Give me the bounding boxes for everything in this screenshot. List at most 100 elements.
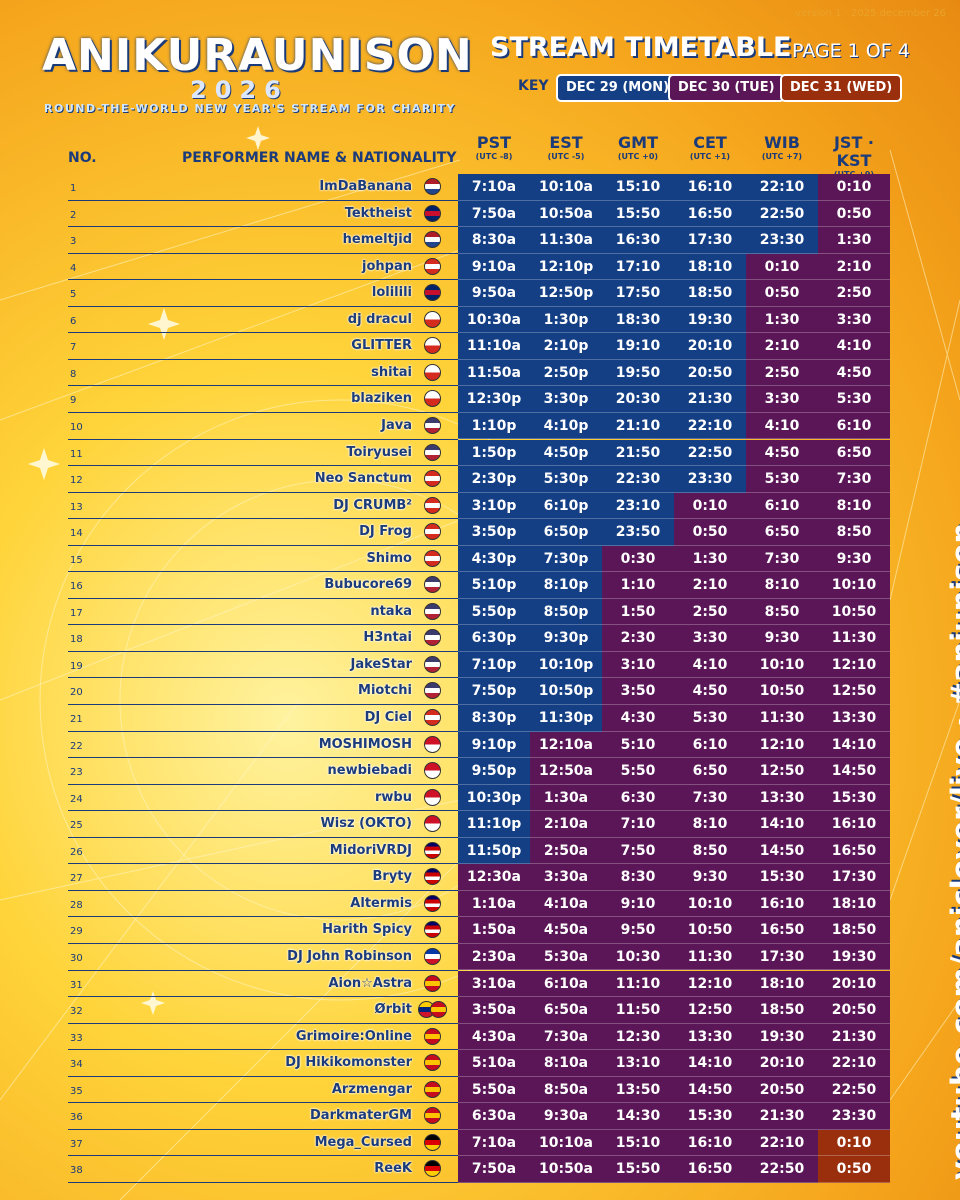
time-cell: 14:50 bbox=[746, 837, 818, 865]
performer-name: Harith Spicy bbox=[322, 922, 412, 938]
time-cell: 3:30a bbox=[530, 864, 602, 891]
performer-name: shitai bbox=[371, 364, 412, 380]
row-number: 32 bbox=[70, 1006, 83, 1018]
time-cell: 2:50 bbox=[674, 598, 746, 626]
time-cell: 3:30 bbox=[674, 625, 746, 652]
no-header: NO. bbox=[68, 150, 97, 166]
time-cell: 22:30 bbox=[602, 466, 674, 493]
time-cell: 7:10 bbox=[602, 811, 674, 838]
time-cell: 22:10 bbox=[818, 1050, 890, 1077]
time-cell: 10:50 bbox=[818, 598, 890, 626]
time-cell: 14:10 bbox=[674, 1050, 746, 1077]
column-header: CET (UTC +1) bbox=[674, 134, 746, 162]
row-number: 27 bbox=[70, 873, 83, 885]
time-cell: 16:10 bbox=[674, 1129, 746, 1157]
tagline: ROUND-THE-WORLD NEW YEAR'S STREAM FOR CH… bbox=[44, 102, 456, 115]
time-cell: 8:10p bbox=[530, 572, 602, 599]
row-rule bbox=[68, 1128, 458, 1130]
time-cell: 8:30p bbox=[458, 705, 530, 732]
row-rule bbox=[68, 704, 458, 705]
time-cell: 6:30a bbox=[458, 1103, 530, 1130]
row-number: 35 bbox=[70, 1085, 83, 1097]
flag-icon bbox=[424, 310, 441, 328]
time-cell: 20:10 bbox=[674, 333, 746, 360]
time-cell: 7:30 bbox=[746, 545, 818, 573]
row-rule bbox=[68, 597, 458, 599]
time-cell: 11:30a bbox=[530, 227, 602, 254]
row-number: 33 bbox=[70, 1032, 83, 1044]
time-cell: 7:10a bbox=[458, 174, 530, 201]
performer-name: DJ John Robinson bbox=[287, 948, 412, 964]
performer-name: Toiryusei bbox=[346, 444, 412, 460]
row-number: 11 bbox=[70, 448, 83, 460]
flag-icon bbox=[424, 974, 441, 992]
time-cell: 1:50 bbox=[602, 598, 674, 626]
performer-name: Bryty bbox=[372, 869, 412, 885]
performer-name: DJ CRUMB² bbox=[333, 497, 412, 513]
flag-icon bbox=[424, 257, 441, 275]
column-utc: (UTC +7) bbox=[761, 152, 803, 161]
row-rule bbox=[68, 438, 458, 440]
time-cell: 4:10p bbox=[530, 412, 602, 440]
time-cell: 8:50p bbox=[530, 598, 602, 626]
time-cell: 6:50 bbox=[674, 758, 746, 785]
performer-name: Shimo bbox=[366, 550, 412, 566]
time-cell: 7:50a bbox=[458, 1156, 530, 1183]
row-rule bbox=[68, 385, 458, 387]
time-cell: 0:30 bbox=[602, 545, 674, 573]
time-cell: 9:50 bbox=[602, 917, 674, 944]
column-utc: (UTC -8) bbox=[475, 152, 513, 161]
flag-icon bbox=[424, 284, 441, 302]
time-cell: 11:50p bbox=[458, 837, 530, 865]
row-number: 36 bbox=[70, 1112, 83, 1124]
column-name: EST bbox=[549, 133, 583, 152]
performer-name: GLITTER bbox=[351, 338, 412, 354]
row-rule bbox=[68, 677, 458, 679]
time-cell: 3:50p bbox=[458, 519, 530, 546]
flag-icon bbox=[424, 549, 441, 567]
time-cell: 12:10a bbox=[530, 731, 602, 759]
version-note: version 1 · 2025 december 26 bbox=[795, 8, 946, 19]
flag-icon bbox=[424, 602, 441, 620]
column-name: WIB bbox=[764, 133, 800, 152]
flag-icon bbox=[424, 682, 441, 700]
time-cell: 10:50a bbox=[530, 1156, 602, 1183]
flag-icon bbox=[424, 735, 441, 753]
time-cell: 20:10 bbox=[818, 970, 890, 998]
column-utc: (UTC -5) bbox=[547, 152, 585, 161]
time-cell: 5:50p bbox=[458, 598, 530, 626]
time-cell: 5:30a bbox=[530, 943, 602, 971]
row-rule bbox=[68, 730, 458, 732]
row-rule bbox=[68, 571, 458, 573]
performer-name: blaziken bbox=[351, 391, 412, 407]
time-cell: 20:10 bbox=[746, 1050, 818, 1077]
time-cell: 21:30 bbox=[746, 1103, 818, 1130]
flag-icon bbox=[424, 815, 441, 833]
time-cell: 5:50a bbox=[458, 1076, 530, 1104]
time-cell: 12:30p bbox=[458, 386, 530, 413]
flag-icon bbox=[430, 1001, 447, 1019]
time-cell: 13:30 bbox=[818, 705, 890, 732]
performer-name: MOSHIMOSH bbox=[318, 736, 412, 752]
performer-name: dj dracul bbox=[347, 311, 412, 327]
time-cell: 2:10 bbox=[674, 572, 746, 599]
row-rule bbox=[68, 1022, 458, 1024]
time-cell: 15:30 bbox=[746, 864, 818, 891]
time-cell: 5:30 bbox=[818, 386, 890, 413]
row-rule bbox=[68, 996, 458, 998]
time-cell: 8:10 bbox=[746, 572, 818, 599]
time-cell: 9:10a bbox=[458, 253, 530, 281]
time-cell: 3:10 bbox=[602, 651, 674, 679]
time-cell: 2:10 bbox=[818, 253, 890, 281]
time-cell: 11:50a bbox=[458, 359, 530, 387]
flag-icon bbox=[424, 523, 441, 541]
row-number: 18 bbox=[70, 634, 83, 646]
time-cell: 8:30a bbox=[458, 227, 530, 254]
row-number: 34 bbox=[70, 1059, 83, 1071]
time-cell: 4:10 bbox=[818, 333, 890, 360]
flag-icon bbox=[424, 709, 441, 726]
row-number: 37 bbox=[70, 1138, 83, 1150]
time-cell: 7:50 bbox=[602, 837, 674, 865]
name-header: PERFORMER NAME & NATIONALITY bbox=[182, 150, 457, 166]
time-cell: 5:50 bbox=[602, 758, 674, 785]
